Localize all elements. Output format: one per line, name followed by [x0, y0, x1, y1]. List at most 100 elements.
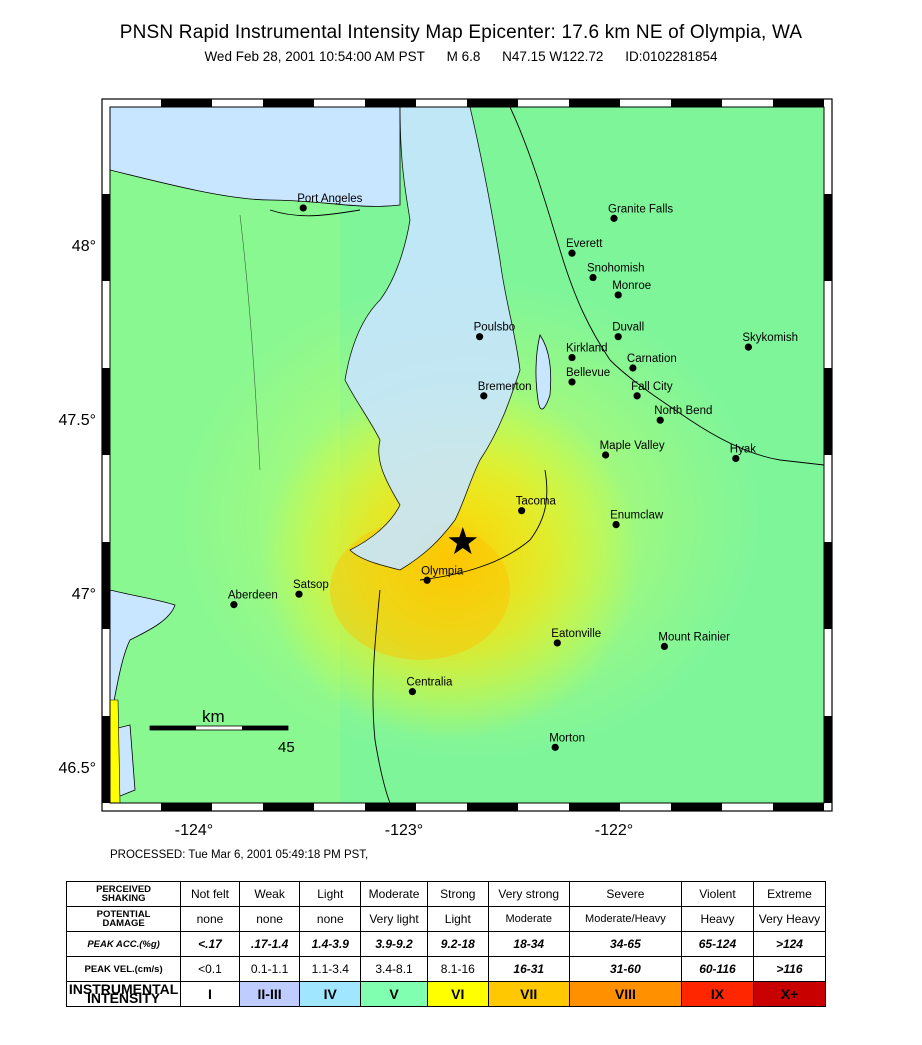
frame-segment-right: [824, 194, 832, 281]
city-marker[interactable]: Poulsbo: [474, 322, 516, 341]
legend-cell: Heavy: [680, 906, 754, 932]
city-dot: [553, 639, 561, 647]
city-dot: [732, 454, 740, 463]
frame-segment-left: [102, 542, 110, 629]
city-marker[interactable]: Snohomish: [587, 263, 645, 282]
city-marker[interactable]: Skykomish: [742, 332, 798, 351]
legend-cell: Light: [426, 906, 489, 932]
legend-cell: 3.4-8.1: [360, 956, 428, 982]
legend-cell: Very strong: [487, 881, 570, 907]
lon-tick-label: -124°: [175, 822, 213, 839]
city-marker[interactable]: Port Angeles: [297, 193, 363, 212]
frame-segment-bottom: [569, 803, 620, 811]
legend-cell: 9.2-18: [426, 931, 489, 957]
frame-segment-bottom: [365, 803, 416, 811]
processed-timestamp: PROCESSED: Tue Mar 6, 2001 05:49:18 PM P…: [110, 849, 369, 861]
intensity-color-cell: IX: [680, 981, 754, 1007]
boundary-river-south: [372, 589, 391, 803]
city-marker[interactable]: Morton: [549, 732, 585, 751]
city-marker[interactable]: Carnation: [627, 353, 677, 372]
city-marker[interactable]: Bremerton: [478, 381, 532, 400]
legend-cell: 1.4-3.9: [299, 931, 362, 957]
legend-cell: 1.1-3.4: [299, 956, 362, 982]
city-dot: [629, 364, 637, 372]
frame-segment-left: [102, 368, 110, 455]
epicenter-star-icon[interactable]: [448, 527, 478, 555]
city-marker[interactable]: Monroe: [612, 280, 651, 299]
intensity-color-cell: I: [180, 981, 240, 1007]
legend-cell: >116: [752, 956, 827, 982]
city-marker[interactable]: Eatonville: [551, 628, 601, 647]
legend-cell: Very light: [360, 906, 428, 932]
city-marker[interactable]: Bellevue: [566, 367, 610, 386]
legend-cell: 60-116: [680, 956, 754, 982]
intensity-map[interactable]: km 45 Port Angeles Granite Falls Everett Sn…: [0, 0, 922, 870]
legend-row-label: POTENTIAL DAMAGE: [65, 906, 182, 932]
lon-tick-label: -122°: [595, 822, 633, 839]
frame-segment-bottom: [161, 803, 212, 811]
legend-cell: 8.1-16: [426, 956, 489, 982]
city-dot: [476, 333, 484, 341]
frame-segment-top: [569, 99, 620, 107]
legend-cell: Moderate/Heavy: [568, 906, 682, 932]
peak-vel-row: PEAK VEL.(cm/s) <0.1 0.1-1.1 1.1-3.4 3.4-8.1…: [65, 956, 827, 982]
legend-row-label: PEAK VEL.(cm/s): [65, 956, 182, 982]
city-marker[interactable]: Hyak: [730, 443, 756, 463]
city-marker[interactable]: Fall City: [631, 381, 673, 400]
city-dot: [610, 214, 618, 222]
city-dot: [660, 642, 669, 651]
city-marker[interactable]: Maple Valley: [600, 440, 665, 459]
legend-cell: 65-124: [680, 931, 754, 957]
city-label: Morton: [549, 732, 585, 744]
scale-bar: [149, 725, 289, 731]
city-marker[interactable]: Granite Falls: [608, 203, 673, 222]
city-label: Satsop: [293, 579, 329, 591]
city-label: Olympia: [421, 565, 464, 577]
city-marker[interactable]: Everett: [566, 238, 603, 257]
city-marker[interactable]: Aberdeen: [228, 590, 278, 609]
city-marker[interactable]: Satsop: [293, 579, 329, 598]
city-marker[interactable]: Centralia: [406, 677, 453, 696]
lon-tick-label: -123°: [385, 822, 423, 839]
legend-row-label: INSTRUMENTAL INTENSITY: [65, 981, 182, 1007]
lat-tick-label: 47°: [72, 586, 96, 603]
legend-cell: >124: [752, 931, 827, 957]
event-location: N47.15 W122.72: [502, 49, 604, 64]
city-dot: [295, 590, 303, 598]
scale-bar-value: 45: [278, 739, 295, 756]
legend-row-label: PERCEIVED SHAKING: [65, 881, 182, 907]
city-marker[interactable]: Kirkland: [566, 343, 608, 362]
city-label: Monroe: [612, 280, 651, 292]
legend-cell: <0.1: [180, 956, 240, 982]
city-dot: [480, 392, 488, 400]
city-marker[interactable]: Duvall: [612, 322, 644, 341]
city-dot: [518, 507, 526, 515]
intensity-color-cell: X+: [752, 981, 827, 1007]
frame-segment-top: [671, 99, 722, 107]
event-id: ID:0102281854: [625, 49, 718, 64]
legend-row-label: PEAK ACC.(%g): [65, 931, 182, 957]
legend-cell: none: [180, 906, 240, 932]
legend-cell: none: [299, 906, 362, 932]
city-dot: [408, 688, 416, 696]
frame-segment-left: [102, 716, 110, 803]
intensity-color-cell: IV: [299, 981, 362, 1007]
frame-segment-right: [824, 716, 832, 803]
legend-cell: 0.1-1.1: [238, 956, 301, 982]
city-marker[interactable]: North Bend: [654, 405, 712, 424]
legend-cell: .17-1.4: [238, 931, 301, 957]
legend-cell: Strong: [426, 881, 489, 907]
city-marker[interactable]: Tacoma: [516, 496, 557, 515]
city-label: Maple Valley: [600, 440, 665, 452]
city-dot: [602, 451, 610, 459]
city-dot: [568, 378, 576, 386]
legend-cell: Severe: [568, 881, 682, 907]
frame-segment-left: [102, 194, 110, 281]
city-marker[interactable]: Mount Rainier: [658, 631, 730, 651]
city-label: Skykomish: [742, 332, 798, 344]
city-label: Kirkland: [566, 343, 608, 355]
city-label: Everett: [566, 238, 603, 250]
city-marker[interactable]: Olympia: [421, 565, 464, 584]
legend-cell: Very Heavy: [752, 906, 827, 932]
city-marker[interactable]: Enumclaw: [610, 510, 664, 529]
